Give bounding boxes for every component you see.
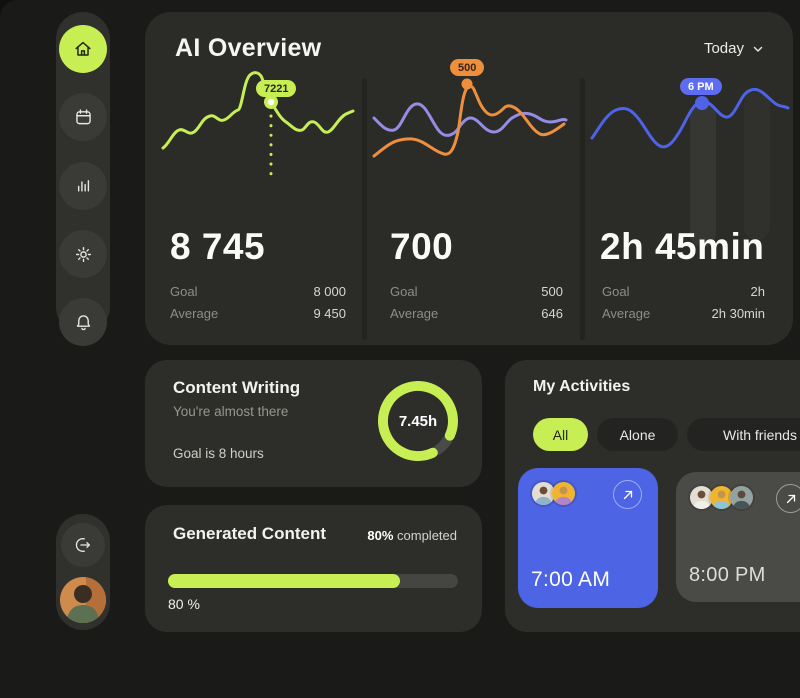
user-avatar-photo (60, 577, 106, 623)
generations-sparkline (161, 71, 355, 184)
sidebar-item-notifications[interactable] (59, 298, 107, 346)
bell-icon (76, 314, 90, 330)
stat-card-generations: 7221 8 745 Goal 8 000 Average 9 450 (145, 12, 362, 345)
stat-details: Goal 2h Average 2h 30min (602, 284, 765, 328)
data-point-marker (695, 96, 709, 110)
arrow-up-right-icon (786, 494, 795, 503)
goal-row: Goal 2h (602, 284, 765, 299)
completed-percent: 80% (367, 528, 394, 543)
bar-chart-icon (77, 179, 89, 192)
progress-fill (168, 574, 400, 588)
period-selector[interactable]: Today (704, 40, 765, 57)
goal-row: Goal 8 000 (170, 284, 346, 299)
stat-value: 2h 45min (600, 226, 765, 267)
content-writing-card: Content Writing You're almost there Goal… (145, 360, 482, 487)
activity-tile-7am[interactable]: 7:00 AM (518, 468, 658, 608)
logout-icon (75, 538, 90, 552)
average-row: Average 646 (390, 306, 563, 321)
sidebar-item-statistics[interactable] (59, 162, 107, 210)
open-activity-button[interactable] (776, 484, 800, 513)
chevron-down-icon (753, 46, 763, 52)
hours-gauge: 7.45h (374, 377, 462, 465)
participant-avatar (688, 484, 715, 511)
value-badge: 7221 (256, 80, 297, 97)
average-row: Average 9 450 (170, 306, 346, 321)
card-title: Generated Content (173, 524, 327, 543)
sidebar-item-calendar[interactable] (59, 93, 107, 141)
completed-label: 80% completed (367, 528, 457, 543)
stat-value: 8 745 (170, 226, 266, 267)
activity-tile-8pm[interactable]: 8:00 PM (676, 472, 800, 602)
card-title: My Activities (533, 378, 631, 395)
tab-with-friends[interactable]: With friends (687, 418, 800, 451)
gear-icon (75, 246, 91, 262)
tab-all[interactable]: All (533, 418, 588, 451)
participant-avatar (728, 484, 755, 511)
page-title: AI Overview (175, 34, 322, 62)
stat-details: Goal 8 000 Average 9 450 (170, 284, 346, 328)
progress-percent-label: 80 % (168, 596, 200, 612)
sidebar-nav-pill (56, 12, 110, 346)
activities-tabs: All Alone With friends (533, 418, 800, 451)
arrow-up-right-icon (623, 490, 632, 499)
panel-divider (362, 78, 367, 340)
open-activity-button[interactable] (613, 480, 642, 509)
goal-row: Goal 500 (390, 284, 563, 299)
progress-bar (168, 574, 458, 588)
gauge-value: 7.45h (398, 412, 438, 430)
participant-avatars (530, 480, 577, 507)
period-value: Today (703, 40, 744, 57)
home-icon (75, 41, 91, 56)
calendar-icon (75, 108, 91, 124)
participant-avatars (688, 484, 755, 511)
logout-button[interactable] (61, 523, 105, 567)
stat-card-words: 500 700 Goal 500 Average 646 (367, 12, 580, 345)
sidebar-item-home[interactable] (59, 25, 107, 73)
average-row: Average 2h 30min (602, 306, 765, 321)
stat-value: 700 (390, 226, 454, 267)
ai-overview-panel: AI Overview Today 7221 8 745 Goal 8 000 (145, 12, 793, 345)
user-avatar[interactable] (60, 577, 106, 623)
stat-card-time: 6 PM 2h 45min Goal 2h Average 2h 30min (585, 12, 793, 345)
goal-text: Goal is 8 hours (173, 446, 264, 461)
highlight-column (690, 102, 716, 247)
value-badge: 500 (450, 59, 485, 76)
activity-time: 7:00 AM (531, 568, 611, 591)
sidebar-bottom-pill (56, 514, 110, 630)
time-sparkline (590, 87, 790, 149)
tab-alone[interactable]: Alone (597, 418, 678, 451)
my-activities-card: My Activities All Alone With friends (505, 360, 800, 632)
value-badge: 6 PM (680, 78, 722, 95)
card-title: Content Writing (173, 378, 301, 397)
data-point-marker (461, 78, 473, 90)
completed-suffix: completed (393, 528, 457, 543)
panel-divider (580, 78, 585, 340)
gauge-ring (378, 381, 458, 461)
card-subtitle: You're almost there (173, 404, 289, 419)
words-sparkline (372, 78, 568, 158)
generated-content-card: Generated Content 80% completed 80 % (145, 505, 482, 632)
activity-time: 8:00 PM (689, 564, 766, 586)
stat-details: Goal 500 Average 646 (390, 284, 563, 328)
participant-avatar (550, 480, 577, 507)
sidebar-item-settings[interactable] (59, 230, 107, 278)
participant-avatar (530, 480, 557, 507)
